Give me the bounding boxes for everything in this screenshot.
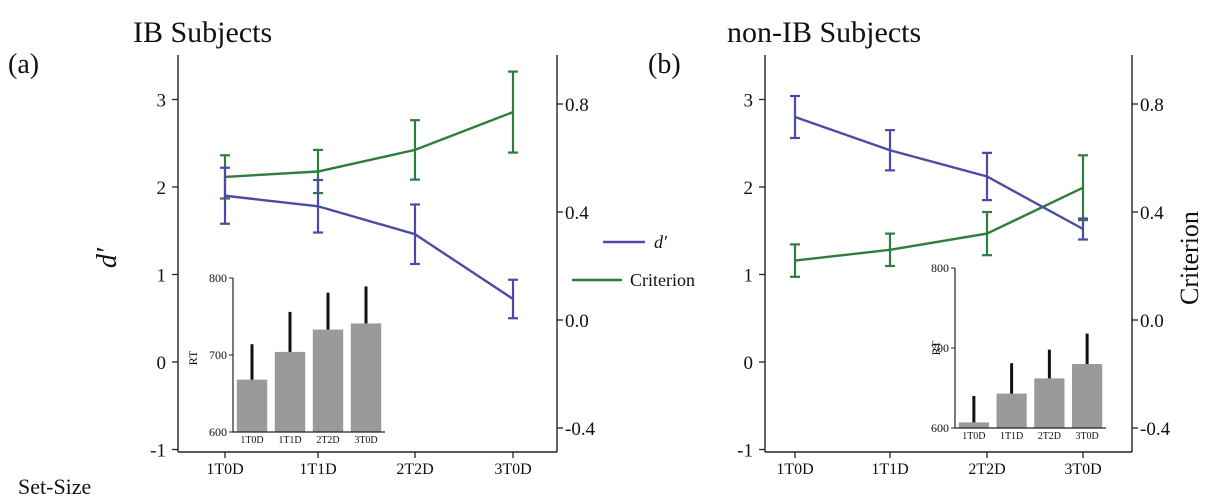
x-tick-label: 1T0D — [206, 461, 243, 478]
error-bar — [1078, 154, 1088, 222]
right-tick-label: 0.4 — [565, 203, 589, 224]
inset-x-tick-label: 3T0D — [1075, 431, 1098, 442]
left-tick-label: -1 — [150, 441, 166, 462]
inset-x-tick-label: 3T0D — [354, 435, 377, 446]
error-bar — [982, 210, 992, 257]
panel-title: IB Subjects — [133, 16, 272, 49]
right-tick-label: 0.0 — [565, 311, 589, 332]
panel-title: non-IB Subjects — [727, 16, 921, 49]
inset-bar — [996, 393, 1027, 428]
legend: d′ Criterion — [572, 232, 695, 290]
error-bar — [790, 94, 800, 140]
error-bar — [982, 151, 992, 202]
panel-b: non-IB Subjects (b) -1 0 1 2 3 -0.4 0.0 0.4 0.8 1T0… — [648, 16, 1204, 478]
series-line-criterion — [794, 186, 1084, 262]
left-tick-label: 0 — [744, 353, 754, 374]
left-tick-label: -1 — [737, 441, 753, 462]
inset-y-tick-label: 800 — [931, 261, 949, 275]
panel-a: IB Subjects (a) -1 0 1 2 3 -0.4 0.0 0.4 0.8 1T0D 1T1… — [8, 16, 596, 478]
x-tick-label: 1T1D — [871, 461, 908, 478]
inset-bar — [958, 422, 989, 428]
error-bar — [508, 70, 518, 154]
inset-bar — [236, 379, 268, 432]
inset-x-tick-label: 1T0D — [962, 431, 985, 442]
inset-bar-chart: 1T0D 1T1D 2T2D 3T0D 600 700 800 RT — [186, 271, 385, 446]
inset-bar — [312, 329, 344, 432]
inset-bar — [1034, 378, 1065, 428]
error-bar — [508, 278, 518, 320]
panel-label: (b) — [648, 49, 681, 80]
left-tick-label: 0 — [157, 353, 167, 374]
panel-label: (a) — [8, 49, 39, 80]
inset-y-tick-label: 700 — [209, 348, 227, 362]
series-line-criterion — [224, 110, 514, 179]
error-bar — [410, 119, 420, 181]
right-axis-label: Criterion — [1175, 211, 1204, 305]
x-tick-label: 2T2D — [396, 461, 433, 478]
legend-label: Criterion — [630, 270, 695, 290]
error-bar — [1078, 217, 1088, 241]
error-bar — [410, 203, 420, 266]
x-tick-label: 1T0D — [776, 461, 813, 478]
inset-y-tick-label: 700 — [931, 341, 949, 355]
right-tick-label: 0.8 — [1140, 95, 1164, 116]
x-tick-label: 3T0D — [1064, 461, 1101, 478]
x-tick-label: 1T1D — [299, 461, 336, 478]
left-tick-label: 2 — [744, 178, 754, 199]
x-tick-label: 3T0D — [494, 461, 531, 478]
inset-y-axis-label: RT — [929, 340, 943, 355]
inset-y-tick-label: 600 — [209, 425, 227, 439]
inset-y-axis-label: RT — [186, 350, 200, 365]
inset-y-tick-label: 800 — [209, 271, 227, 285]
left-tick-label: 3 — [744, 91, 754, 112]
inset-x-tick-label: 2T2D — [316, 435, 339, 446]
right-tick-label: 0.4 — [1140, 203, 1164, 224]
inset-bar — [1072, 364, 1103, 428]
error-bar — [313, 178, 323, 234]
error-bar — [790, 243, 800, 278]
inset-bar — [274, 351, 306, 432]
inset-y-tick-label: 600 — [931, 421, 949, 435]
legend-label: d′ — [654, 232, 668, 252]
error-bar — [885, 232, 895, 268]
left-tick-label: 1 — [157, 266, 167, 287]
error-bar — [220, 166, 230, 225]
left-tick-label: 1 — [744, 266, 754, 287]
inset-x-tick-label: 1T0D — [240, 435, 263, 446]
inset-x-tick-label: 1T1D — [278, 435, 301, 446]
series-line-dprime — [794, 115, 1084, 231]
left-tick-label: 3 — [157, 91, 167, 112]
inset-x-tick-label: 2T2D — [1038, 431, 1061, 442]
x-tick-label: 2T2D — [968, 461, 1005, 478]
left-tick-label: 2 — [157, 178, 167, 199]
right-tick-label: 0.8 — [565, 95, 589, 116]
right-tick-label: -0.4 — [1140, 419, 1171, 440]
right-tick-label: 0.0 — [1140, 311, 1164, 332]
inset-bar — [350, 323, 382, 432]
inset-x-tick-label: 1T1D — [1000, 431, 1023, 442]
left-axis-label: d′ — [92, 247, 123, 268]
error-bar — [885, 129, 895, 172]
inset-bar-chart: 1T0D 1T1D 2T2D 3T0D 600 700 800 RT — [929, 261, 1106, 442]
right-tick-label: -0.4 — [565, 419, 596, 440]
series-line-dprime — [224, 194, 514, 301]
footer-set-size-label: Set-Size — [18, 474, 91, 499]
